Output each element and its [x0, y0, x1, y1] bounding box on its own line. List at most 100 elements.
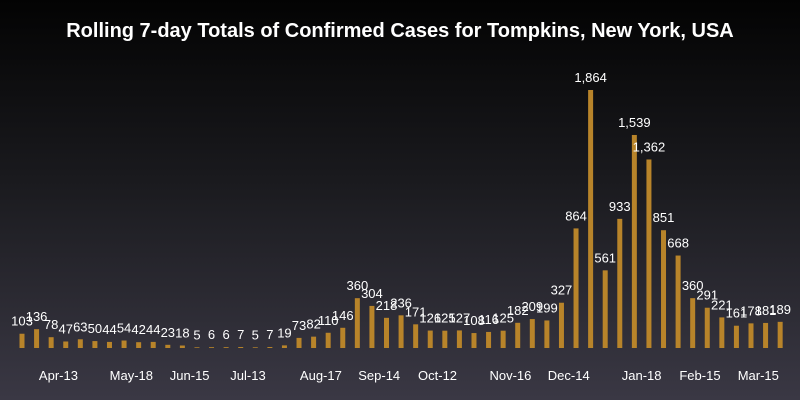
bar	[369, 305, 375, 348]
bar	[354, 298, 360, 348]
data-label: 18	[175, 326, 189, 341]
bar	[325, 332, 331, 348]
data-label: 5	[252, 327, 259, 342]
data-label: 146	[332, 308, 354, 323]
data-label: 6	[208, 327, 215, 342]
data-label: 116	[478, 312, 499, 327]
data-label: 360	[346, 278, 368, 293]
bar	[617, 218, 623, 348]
bar	[777, 321, 783, 348]
bar	[558, 302, 564, 348]
bar	[384, 317, 389, 348]
bar	[92, 341, 98, 348]
bar	[719, 317, 725, 348]
bar	[19, 333, 25, 348]
data-label: 178	[740, 303, 762, 318]
bar	[763, 322, 769, 348]
data-label: 127	[449, 310, 471, 325]
data-label: 189	[769, 302, 791, 317]
data-label: 5	[193, 327, 200, 342]
bar	[136, 342, 142, 348]
bar	[179, 345, 185, 348]
bar	[398, 315, 404, 348]
bar	[34, 329, 40, 348]
bar	[150, 341, 156, 348]
x-tick-label: Oct-12	[418, 368, 457, 383]
data-label: 218	[376, 298, 398, 313]
bar	[223, 347, 229, 348]
data-label: 668	[667, 236, 689, 251]
bar	[704, 307, 710, 348]
bar	[121, 340, 127, 348]
data-label: 42	[131, 322, 145, 337]
data-label: 7	[266, 327, 273, 342]
data-label: 125	[492, 311, 514, 326]
x-tick-label: May-18	[110, 368, 153, 383]
data-label: 1,362	[633, 139, 666, 154]
data-label: 1,539	[618, 115, 651, 130]
data-label: 73	[292, 318, 306, 333]
data-label: 933	[609, 199, 631, 214]
x-tick-label: Jan-18	[622, 368, 662, 383]
bar	[646, 159, 652, 348]
data-label: 209	[521, 299, 543, 314]
bar	[733, 325, 739, 348]
data-label: 236	[390, 295, 412, 310]
data-label: 44	[146, 322, 160, 337]
bar	[515, 322, 521, 348]
data-label: 125	[434, 311, 456, 326]
data-label: 54	[117, 321, 131, 336]
data-label: 44	[102, 322, 116, 337]
data-label: 82	[306, 317, 320, 332]
x-tick-label: Nov-16	[489, 368, 531, 383]
bar	[529, 319, 535, 348]
bar	[427, 330, 433, 348]
bar	[675, 255, 681, 348]
bar	[165, 344, 171, 348]
data-label: 47	[59, 321, 73, 336]
bar	[77, 339, 83, 348]
bar	[252, 347, 258, 348]
x-tick-label: Sep-14	[358, 368, 400, 383]
bar	[194, 347, 200, 348]
data-label: 136	[26, 309, 48, 324]
chart-title: Rolling 7-day Totals of Confirmed Cases …	[66, 20, 734, 42]
data-label: 221	[711, 297, 733, 312]
bar	[690, 298, 696, 348]
bar	[588, 90, 594, 348]
bar	[748, 323, 754, 348]
data-label: 19	[277, 325, 291, 340]
data-label: 78	[44, 317, 58, 332]
data-label: 1,864	[574, 70, 607, 85]
data-label: 7	[237, 327, 244, 342]
data-label: 161	[726, 306, 748, 321]
bar	[209, 347, 215, 348]
x-tick-label: Dec-14	[548, 368, 590, 383]
data-label: 360	[682, 278, 704, 293]
bar	[456, 330, 462, 348]
bar	[442, 330, 448, 348]
data-label: 108	[463, 313, 485, 328]
bar	[471, 333, 477, 348]
bar	[267, 347, 273, 348]
bar	[602, 270, 608, 348]
bar	[486, 331, 492, 348]
data-label: 110	[318, 313, 339, 328]
data-label: 291	[696, 288, 718, 303]
bar	[106, 341, 112, 348]
x-tick-label: Mar-15	[738, 368, 779, 383]
data-label: 304	[361, 286, 383, 301]
data-label: 126	[419, 311, 441, 326]
bar	[281, 345, 287, 348]
data-label: 327	[551, 283, 573, 298]
data-label: 181	[755, 303, 777, 318]
bar	[631, 134, 637, 348]
bar	[63, 341, 69, 348]
bar	[311, 336, 317, 348]
data-label: 50	[88, 321, 102, 336]
bar	[544, 320, 550, 348]
data-label: 182	[507, 303, 529, 318]
bar	[48, 337, 54, 348]
